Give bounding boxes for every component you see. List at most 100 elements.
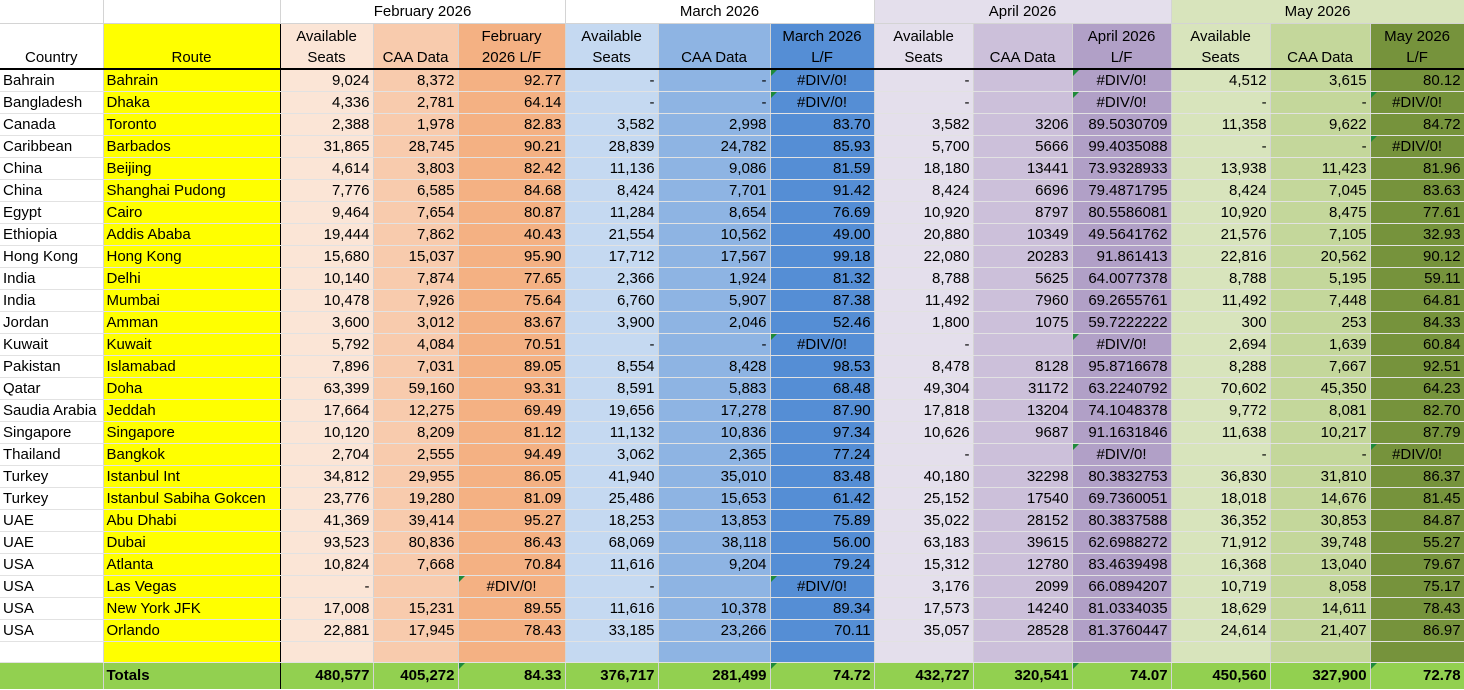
route-cell[interactable]: Totals <box>102 662 281 689</box>
feb-lf-cell[interactable]: 70.51 <box>458 333 566 356</box>
country-cell[interactable]: USA <box>0 597 104 620</box>
country-cell[interactable]: India <box>0 267 104 290</box>
feb-lf-cell[interactable]: 78.43 <box>458 619 566 642</box>
may-lf-cell[interactable]: #DIV/0! <box>1370 91 1464 114</box>
feb-seats-cell[interactable]: 7,896 <box>280 355 374 378</box>
feb-seats-cell[interactable]: 22,881 <box>280 619 374 642</box>
feb-lf-cell[interactable]: 84.33 <box>458 662 566 689</box>
apr-seats-cell[interactable]: 40,180 <box>874 465 974 488</box>
apr-lf-cell[interactable]: 80.5586081 <box>1072 201 1172 224</box>
may-caa-cell[interactable]: 14,676 <box>1270 487 1371 510</box>
feb-seats-cell[interactable]: 10,140 <box>280 267 374 290</box>
month-header-apr[interactable]: April 2026 <box>874 0 1172 24</box>
may-seats-cell[interactable]: - <box>1171 135 1271 158</box>
feb-seats-cell[interactable]: 41,369 <box>280 509 374 532</box>
apr-caa-cell[interactable]: 28152 <box>973 509 1073 532</box>
mar-caa-cell[interactable] <box>658 575 771 598</box>
apr-seats-cell[interactable]: 25,152 <box>874 487 974 510</box>
country-cell[interactable]: Saudia Arabia <box>0 399 104 422</box>
apr-caa-cell[interactable]: 32298 <box>973 465 1073 488</box>
apr-lf-cell[interactable]: 81.0334035 <box>1072 597 1172 620</box>
country-cell[interactable]: China <box>0 157 104 180</box>
may-lf-cell[interactable]: 84.87 <box>1370 509 1464 532</box>
feb-seats-cell[interactable]: 23,776 <box>280 487 374 510</box>
mar-caa-cell[interactable]: 5,883 <box>658 377 771 400</box>
country-cell[interactable] <box>0 662 104 689</box>
country-cell[interactable]: Singapore <box>0 421 104 444</box>
feb-caa-cell[interactable]: 405,272 <box>373 662 459 689</box>
mar-seats-cell[interactable]: 8,591 <box>565 377 659 400</box>
route-cell[interactable]: New York JFK <box>102 597 281 620</box>
apr-seats-cell[interactable]: 15,312 <box>874 553 974 576</box>
mar-caa-cell[interactable]: 281,499 <box>658 662 771 689</box>
apr-lf-cell[interactable]: #DIV/0! <box>1072 443 1172 466</box>
route-cell[interactable]: Jeddah <box>102 399 281 422</box>
apr-caa-cell[interactable]: 31172 <box>973 377 1073 400</box>
feb-seats-cell[interactable]: 2,704 <box>280 443 374 466</box>
month-header-feb[interactable]: February 2026 <box>280 0 566 24</box>
feb-lf-cell[interactable]: 75.64 <box>458 289 566 312</box>
may-lf-cell[interactable]: 81.96 <box>1370 157 1464 180</box>
apr-caa-cell[interactable]: 5625 <box>973 267 1073 290</box>
feb-lf-cell[interactable]: 81.12 <box>458 421 566 444</box>
apr-caa-cell[interactable]: 5666 <box>973 135 1073 158</box>
route-cell[interactable]: Las Vegas <box>102 575 281 598</box>
feb-caa-cell[interactable]: 4,084 <box>373 333 459 356</box>
apr-lf-cell[interactable]: 79.4871795 <box>1072 179 1172 202</box>
mar-caa-cell[interactable]: 2,046 <box>658 311 771 334</box>
mar-lf-cell[interactable]: 87.90 <box>770 399 875 422</box>
apr-caa-cell[interactable]: 13204 <box>973 399 1073 422</box>
feb-seats-cell[interactable]: 34,812 <box>280 465 374 488</box>
mar-seats-cell[interactable]: 6,760 <box>565 289 659 312</box>
may-caa-cell[interactable]: 8,081 <box>1270 399 1371 422</box>
may-seats-cell[interactable]: - <box>1171 443 1271 466</box>
apr-seats-cell[interactable]: 5,700 <box>874 135 974 158</box>
apr-seats-cell[interactable]: 18,180 <box>874 157 974 180</box>
country-cell[interactable]: Qatar <box>0 377 104 400</box>
country-cell[interactable]: Hong Kong <box>0 245 104 268</box>
apr-caa-cell[interactable]: 13441 <box>973 157 1073 180</box>
mar-lf-cell[interactable]: 75.89 <box>770 509 875 532</box>
mar-lf-cell[interactable]: #DIV/0! <box>770 575 875 598</box>
apr-seats-cell[interactable]: - <box>874 91 974 114</box>
may-caa-cell[interactable]: - <box>1270 443 1371 466</box>
feb-lf-cell[interactable]: 89.55 <box>458 597 566 620</box>
mar-lf-cell[interactable]: 70.11 <box>770 619 875 642</box>
mar-lf-cell[interactable]: 97.34 <box>770 421 875 444</box>
country-cell[interactable]: India <box>0 289 104 312</box>
mar-caa-cell[interactable]: 10,378 <box>658 597 771 620</box>
may-seats-cell[interactable]: 450,560 <box>1171 662 1271 689</box>
mar-seats-cell[interactable]: 8,424 <box>565 179 659 202</box>
feb-seats-cell[interactable]: 9,464 <box>280 201 374 224</box>
mar-seats-cell[interactable]: 11,284 <box>565 201 659 224</box>
may-lf-cell[interactable]: 60.84 <box>1370 333 1464 356</box>
feb-caa-cell[interactable]: 17,945 <box>373 619 459 642</box>
may-caa-cell[interactable]: 327,900 <box>1270 662 1371 689</box>
feb-lf-cell[interactable]: #DIV/0! <box>458 575 566 598</box>
country-cell[interactable]: Thailand <box>0 443 104 466</box>
apr-lf-cell[interactable]: 62.6988272 <box>1072 531 1172 554</box>
apr-seats-cell[interactable]: 17,818 <box>874 399 974 422</box>
apr-seats-cell[interactable]: 8,424 <box>874 179 974 202</box>
may-lf-cell[interactable]: 90.12 <box>1370 245 1464 268</box>
mar-lf-cell[interactable]: 52.46 <box>770 311 875 334</box>
feb-lf-cell[interactable]: 80.87 <box>458 201 566 224</box>
month-header-may[interactable]: May 2026 <box>1171 0 1464 24</box>
mar-lf-cell[interactable]: 79.24 <box>770 553 875 576</box>
apr-seats-cell[interactable]: - <box>874 333 974 356</box>
mar-caa-cell[interactable]: 24,782 <box>658 135 771 158</box>
feb-caa-cell[interactable]: 39,414 <box>373 509 459 532</box>
mar-lf-cell[interactable]: 89.34 <box>770 597 875 620</box>
apr-seats-cell[interactable]: 8,478 <box>874 355 974 378</box>
may-lf-cell[interactable]: 55.27 <box>1370 531 1464 554</box>
country-cell[interactable]: Egypt <box>0 201 104 224</box>
apr-caa-cell[interactable]: 28528 <box>973 619 1073 642</box>
mar-caa-cell[interactable]: 35,010 <box>658 465 771 488</box>
apr-seats-cell[interactable]: 8,788 <box>874 267 974 290</box>
may-seats-cell[interactable]: 22,816 <box>1171 245 1271 268</box>
apr-caa-cell[interactable] <box>973 69 1073 92</box>
apr-caa-cell[interactable]: 39615 <box>973 531 1073 554</box>
mar-seats-cell[interactable]: 18,253 <box>565 509 659 532</box>
apr-seats-cell[interactable]: - <box>874 443 974 466</box>
route-cell[interactable]: Mumbai <box>102 289 281 312</box>
